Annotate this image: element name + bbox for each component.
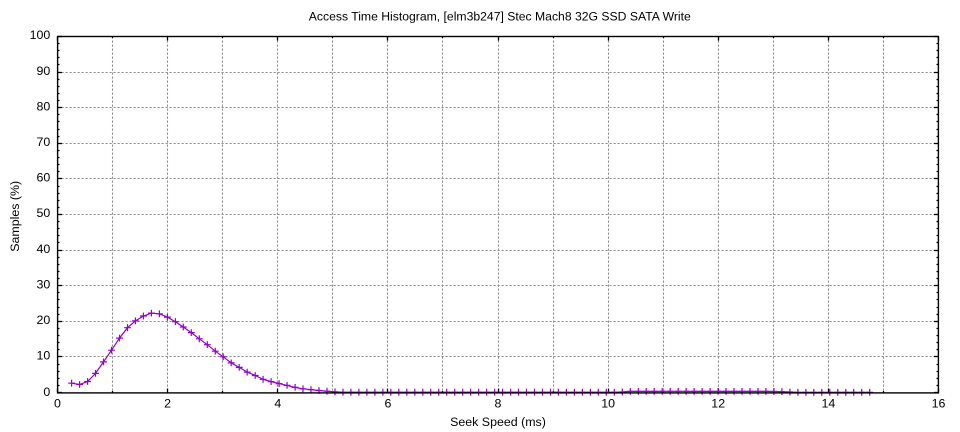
svg-text:14: 14 bbox=[822, 397, 836, 411]
svg-text:30: 30 bbox=[37, 277, 51, 291]
svg-text:90: 90 bbox=[37, 64, 51, 78]
svg-text:60: 60 bbox=[37, 171, 51, 185]
svg-text:16: 16 bbox=[932, 397, 946, 411]
svg-text:70: 70 bbox=[37, 135, 51, 149]
svg-text:100: 100 bbox=[30, 28, 51, 42]
svg-text:20: 20 bbox=[37, 313, 51, 327]
svg-text:0: 0 bbox=[43, 385, 50, 399]
svg-text:10: 10 bbox=[601, 397, 615, 411]
svg-text:6: 6 bbox=[384, 397, 391, 411]
svg-text:8: 8 bbox=[495, 397, 502, 411]
svg-text:4: 4 bbox=[274, 397, 281, 411]
svg-text:12: 12 bbox=[711, 397, 725, 411]
svg-text:80: 80 bbox=[37, 99, 51, 113]
svg-text:50: 50 bbox=[37, 206, 51, 220]
svg-text:Samples (%): Samples (%) bbox=[8, 181, 22, 252]
svg-text:0: 0 bbox=[54, 397, 61, 411]
svg-text:40: 40 bbox=[37, 242, 51, 256]
svg-text:10: 10 bbox=[37, 349, 51, 363]
svg-text:Access Time Histogram, [elm3b2: Access Time Histogram, [elm3b247] Stec M… bbox=[309, 10, 691, 24]
svg-text:Seek Speed (ms): Seek Speed (ms) bbox=[450, 415, 546, 429]
svg-text:2: 2 bbox=[164, 397, 171, 411]
